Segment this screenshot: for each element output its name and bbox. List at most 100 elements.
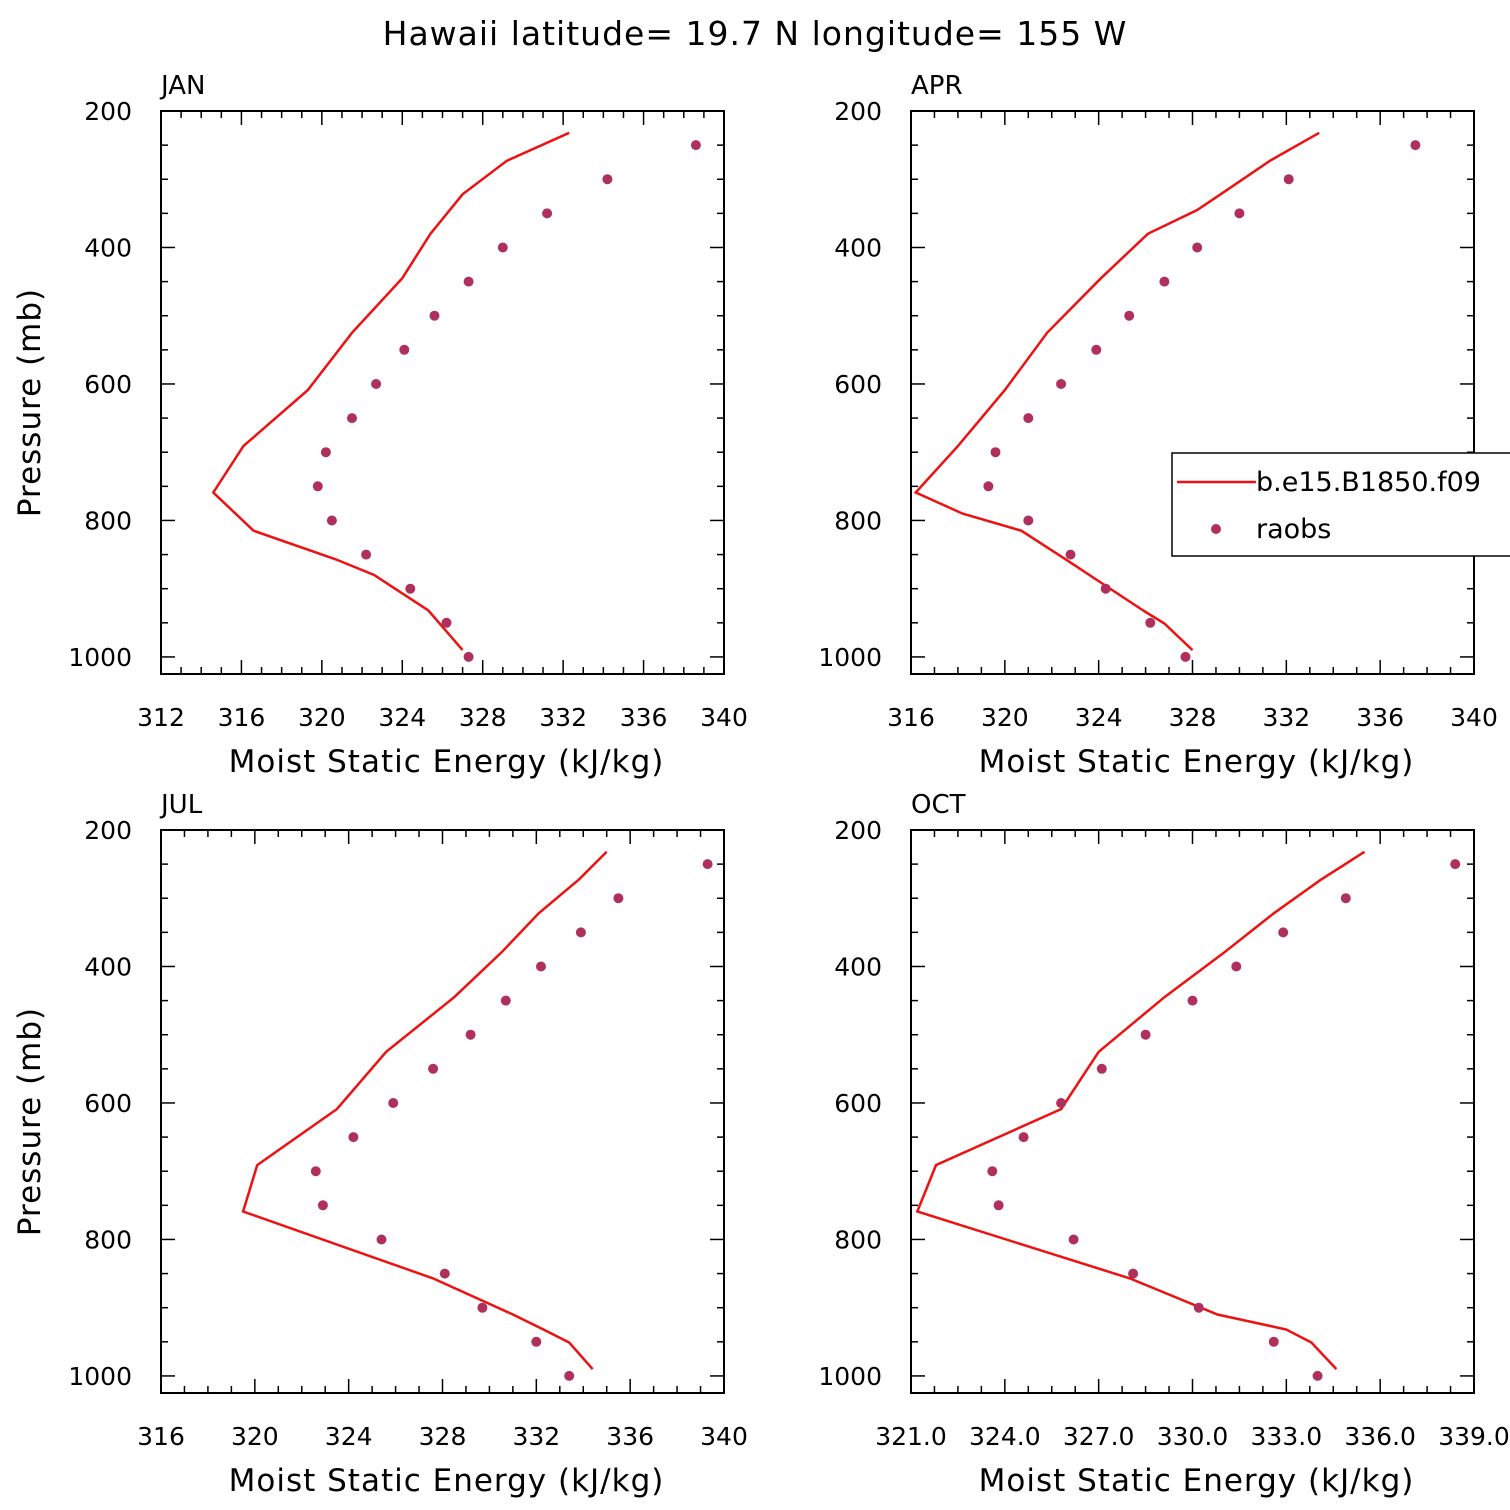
x-tick-label: 333.0 — [1251, 1422, 1323, 1451]
x-tick-label: 320 — [298, 703, 346, 732]
raobs-point — [1231, 961, 1242, 972]
plot-frame-apr — [910, 110, 1475, 675]
raobs-point — [1124, 310, 1135, 321]
legend-entry-model: b.e15.B1850.f09 — [1256, 467, 1481, 498]
panel-apr: APR 316 320 324 328 332 336 340 200 400 600 800 1000… — [818, 71, 1497, 780]
raobs-point — [1100, 583, 1111, 594]
raobs-point — [429, 310, 440, 321]
x-axis-label: Moist Static Energy (kJ/kg) — [229, 1463, 665, 1499]
x-tick-label: 312 — [137, 703, 185, 732]
raobs-point — [1159, 276, 1170, 287]
y-tick-label: 600 — [84, 1089, 132, 1118]
raobs-point — [376, 1234, 387, 1245]
y-tick-label: 400 — [84, 233, 132, 262]
raobs-point — [613, 893, 624, 904]
x-tick-label: 324 — [325, 1422, 373, 1451]
raobs-point — [983, 481, 994, 492]
y-tick-label: 800 — [834, 506, 882, 535]
model-profile-line-jul — [241, 850, 608, 1370]
raobs-point — [463, 651, 474, 662]
raobs-point — [1096, 1063, 1107, 1074]
legend-box — [1171, 452, 1510, 557]
raobs-point — [1091, 344, 1102, 355]
raobs-point — [1234, 208, 1245, 219]
y-tick-label: 200 — [834, 816, 882, 845]
x-tick-label: 330.0 — [1157, 1422, 1229, 1451]
raobs-point — [500, 995, 511, 1006]
raobs-point — [1187, 995, 1198, 1006]
x-tick-label: 324 — [378, 703, 426, 732]
raobs-point — [312, 481, 323, 492]
raobs-point — [497, 242, 508, 253]
x-tick-label: 340 — [700, 1422, 748, 1451]
raobs-point — [1065, 549, 1076, 560]
x-tick-label: 336 — [620, 703, 668, 732]
raobs-point — [1023, 413, 1034, 424]
y-axis-label: Pressure (mb) — [12, 1007, 48, 1236]
raobs-point — [1128, 1268, 1139, 1279]
y-tick-label: 400 — [84, 952, 132, 981]
panel-label-jul: JUL — [159, 790, 203, 820]
x-tick-label: 321.0 — [875, 1422, 947, 1451]
plot-frame-jul — [160, 829, 725, 1394]
raobs-point — [1180, 651, 1191, 662]
raobs-point — [575, 927, 586, 938]
y-tick-label: 800 — [84, 1225, 132, 1254]
raobs-point — [1056, 379, 1067, 389]
panel-jul: JUL 316 320 324 328 332 336 340 200 400 600 800 1000… — [12, 790, 748, 1499]
raobs-point — [690, 140, 701, 151]
model-profile-line-oct — [915, 850, 1366, 1370]
raobs-point — [564, 1370, 575, 1381]
y-tick-label: 400 — [834, 233, 882, 262]
raobs-point — [371, 379, 382, 389]
raobs-point — [310, 1166, 321, 1177]
x-tick-label: 328 — [419, 1422, 467, 1451]
raobs-point — [361, 549, 372, 560]
x-tick-label: 327.0 — [1063, 1422, 1135, 1451]
x-tick-label: 316 — [137, 1422, 185, 1451]
y-tick-label: 600 — [834, 370, 882, 399]
x-tick-label: 340 — [700, 703, 748, 732]
raobs-point — [1193, 1302, 1204, 1313]
x-axis-label: Moist Static Energy (kJ/kg) — [979, 744, 1415, 780]
y-tick-label: 600 — [834, 1089, 882, 1118]
y-tick-label: 200 — [84, 97, 132, 126]
raobs-point — [1056, 1098, 1067, 1108]
raobs-point — [993, 1200, 1004, 1211]
raobs-point — [320, 447, 331, 458]
raobs-point — [1268, 1336, 1279, 1347]
x-tick-label: 336 — [606, 1422, 654, 1451]
raobs-point — [1410, 140, 1421, 151]
y-tick-label: 600 — [84, 370, 132, 399]
raobs-point — [347, 413, 357, 424]
x-tick-label: 332 — [539, 703, 587, 732]
y-tick-label: 200 — [84, 816, 132, 845]
x-tick-label: 332 — [512, 1422, 560, 1451]
raobs-point — [1278, 927, 1289, 938]
x-tick-label: 328 — [459, 703, 507, 732]
x-tick-label: 336 — [1356, 703, 1404, 732]
y-tick-label: 1000 — [818, 643, 882, 672]
raobs-point — [542, 208, 553, 219]
x-tick-label: 340 — [1450, 703, 1498, 732]
panel-label-apr: APR — [911, 71, 963, 101]
raobs-point — [1140, 1029, 1151, 1040]
raobs-point — [1450, 859, 1461, 870]
x-tick-label: 320 — [981, 703, 1029, 732]
raobs-point — [348, 1132, 359, 1143]
y-tick-label: 400 — [834, 952, 882, 981]
raobs-point — [1283, 174, 1294, 185]
legend-marker-swatch — [1211, 524, 1221, 534]
figure-title: Hawaii latitude= 19.7 N longitude= 155 W — [383, 14, 1128, 53]
raobs-point — [602, 174, 613, 185]
raobs-point — [463, 276, 474, 287]
panel-label-oct: OCT — [911, 790, 966, 820]
raobs-point — [388, 1098, 399, 1108]
y-axis-label: Pressure (mb) — [12, 288, 48, 517]
x-tick-label: 320 — [231, 1422, 279, 1451]
x-tick-label: 324 — [1075, 703, 1123, 732]
raobs-point — [1145, 617, 1156, 628]
raobs-point — [1023, 515, 1034, 526]
raobs-point — [1068, 1234, 1079, 1245]
raobs-point — [990, 447, 1001, 458]
